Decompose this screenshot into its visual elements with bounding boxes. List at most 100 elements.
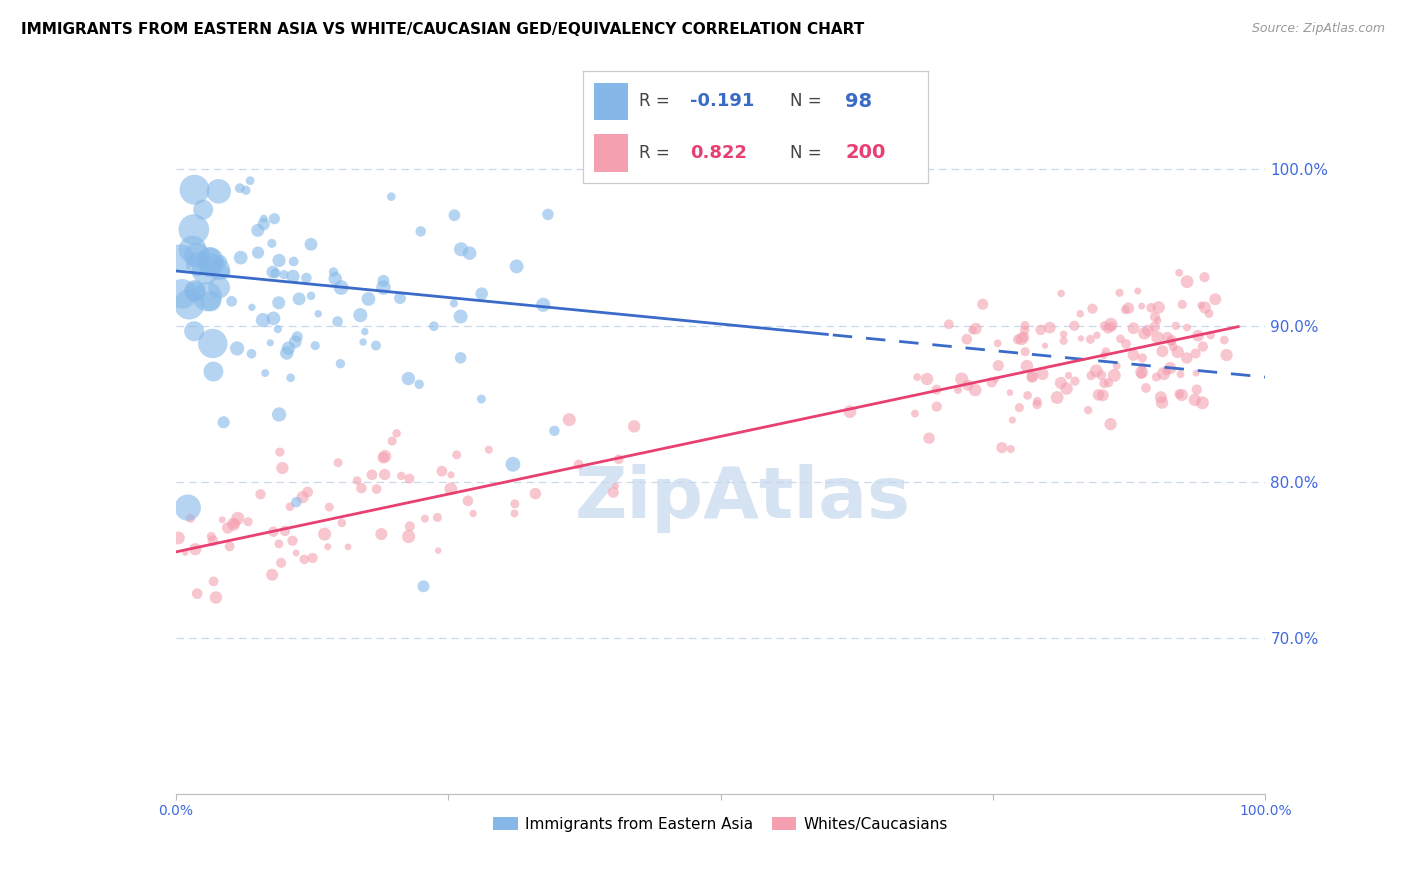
Point (905, 370, 928, 384)
Point (186, 587, 208, 601)
Point (254, 366, 277, 380)
Point (1126, 284, 1149, 298)
Point (262, 524, 284, 539)
Point (461, 507, 484, 521)
Point (274, 524, 297, 538)
Point (1064, 374, 1087, 388)
Point (388, 291, 411, 305)
Point (398, 519, 420, 533)
Point (240, 301, 263, 315)
Point (366, 482, 388, 496)
Point (314, 527, 336, 541)
Point (200, 258, 222, 272)
Point (194, 263, 217, 277)
Point (443, 296, 465, 310)
Point (170, 286, 193, 301)
Point (211, 513, 233, 527)
Point (1099, 318, 1122, 332)
Point (174, 546, 197, 560)
Point (1014, 318, 1036, 333)
Point (1150, 390, 1173, 404)
Point (269, 445, 291, 459)
Point (373, 274, 395, 288)
Point (1014, 344, 1036, 359)
Point (537, 207, 560, 221)
Point (505, 260, 527, 274)
Point (269, 408, 291, 422)
Point (167, 531, 190, 545)
Point (200, 529, 222, 543)
Point (1168, 387, 1191, 401)
Point (450, 243, 472, 257)
Point (267, 295, 290, 310)
Point (1150, 395, 1173, 409)
Point (1052, 327, 1074, 342)
Point (1175, 351, 1198, 365)
Text: R =: R = (638, 144, 675, 161)
Point (373, 280, 395, 294)
Point (297, 485, 319, 500)
Point (925, 383, 948, 397)
Point (222, 517, 245, 532)
Point (284, 334, 307, 349)
Point (374, 467, 396, 482)
Point (1109, 332, 1132, 346)
Point (503, 497, 526, 511)
Point (446, 448, 468, 462)
Point (427, 543, 450, 558)
Point (915, 372, 938, 386)
Point (1081, 301, 1104, 316)
Point (946, 383, 969, 397)
Point (443, 208, 465, 222)
Point (1070, 331, 1092, 345)
Point (1185, 366, 1208, 380)
Point (1132, 359, 1154, 374)
Point (1026, 397, 1049, 411)
Point (1156, 364, 1178, 378)
Point (267, 253, 290, 268)
Point (177, 500, 200, 515)
Point (412, 579, 434, 593)
Point (1039, 320, 1062, 334)
Point (208, 262, 231, 277)
Point (1033, 339, 1056, 353)
Point (353, 325, 375, 339)
Point (330, 516, 353, 530)
Point (1115, 337, 1137, 351)
Point (288, 292, 311, 306)
Point (221, 294, 243, 309)
Point (281, 269, 304, 284)
Point (1167, 345, 1189, 359)
Point (299, 237, 322, 252)
Point (304, 339, 326, 353)
Point (1144, 370, 1167, 384)
Point (440, 482, 463, 496)
Point (1097, 321, 1119, 335)
Text: 0.822: 0.822 (690, 144, 747, 161)
Point (1014, 323, 1036, 337)
Point (1026, 394, 1049, 409)
Point (280, 371, 302, 385)
Point (1099, 417, 1122, 431)
Point (1000, 442, 1022, 456)
Point (1017, 388, 1039, 402)
Point (259, 335, 281, 350)
Point (238, 515, 260, 529)
Point (987, 359, 1010, 373)
Point (1053, 334, 1076, 348)
Point (323, 271, 346, 285)
Text: N =: N = (790, 93, 827, 111)
Point (1156, 330, 1178, 344)
Point (1175, 275, 1198, 289)
Point (478, 442, 501, 457)
Point (267, 322, 290, 336)
Point (267, 537, 290, 551)
Point (1164, 318, 1187, 333)
Point (307, 307, 329, 321)
Point (998, 385, 1021, 400)
Point (202, 365, 225, 379)
Point (1159, 361, 1181, 376)
Point (1085, 328, 1108, 343)
Point (502, 458, 524, 472)
Point (385, 426, 408, 441)
